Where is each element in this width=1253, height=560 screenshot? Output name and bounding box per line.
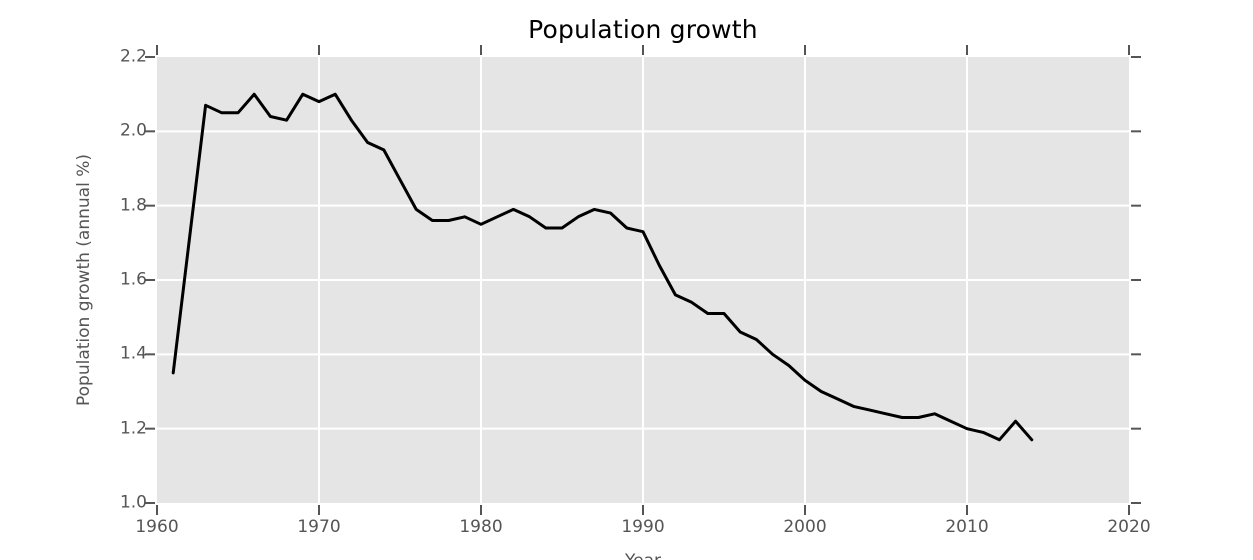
x-tick-label: 2010	[945, 517, 989, 537]
y-tick-label: 1.0	[119, 492, 147, 513]
data-line	[171, 92, 1034, 442]
y-tick-label: 1.6	[119, 269, 147, 290]
y-tick-label: 1.2	[119, 418, 147, 439]
x-axis-label: Year	[157, 551, 1129, 560]
x-tick-label: 1960	[135, 517, 179, 537]
x-tick-label: 1970	[297, 517, 341, 537]
y-tick-label: 1.8	[119, 195, 147, 216]
x-tick-label: 2000	[783, 517, 827, 537]
x-tick-label: 1990	[621, 517, 665, 537]
x-tick-label: 1980	[459, 517, 503, 537]
y-tick-label: 1.4	[119, 343, 147, 364]
chart-title: Population growth	[528, 15, 758, 44]
x-tick-label: 2020	[1107, 517, 1151, 537]
y-tick-label: 2.2	[119, 46, 147, 67]
y-tick-label: 2.0	[119, 120, 147, 141]
